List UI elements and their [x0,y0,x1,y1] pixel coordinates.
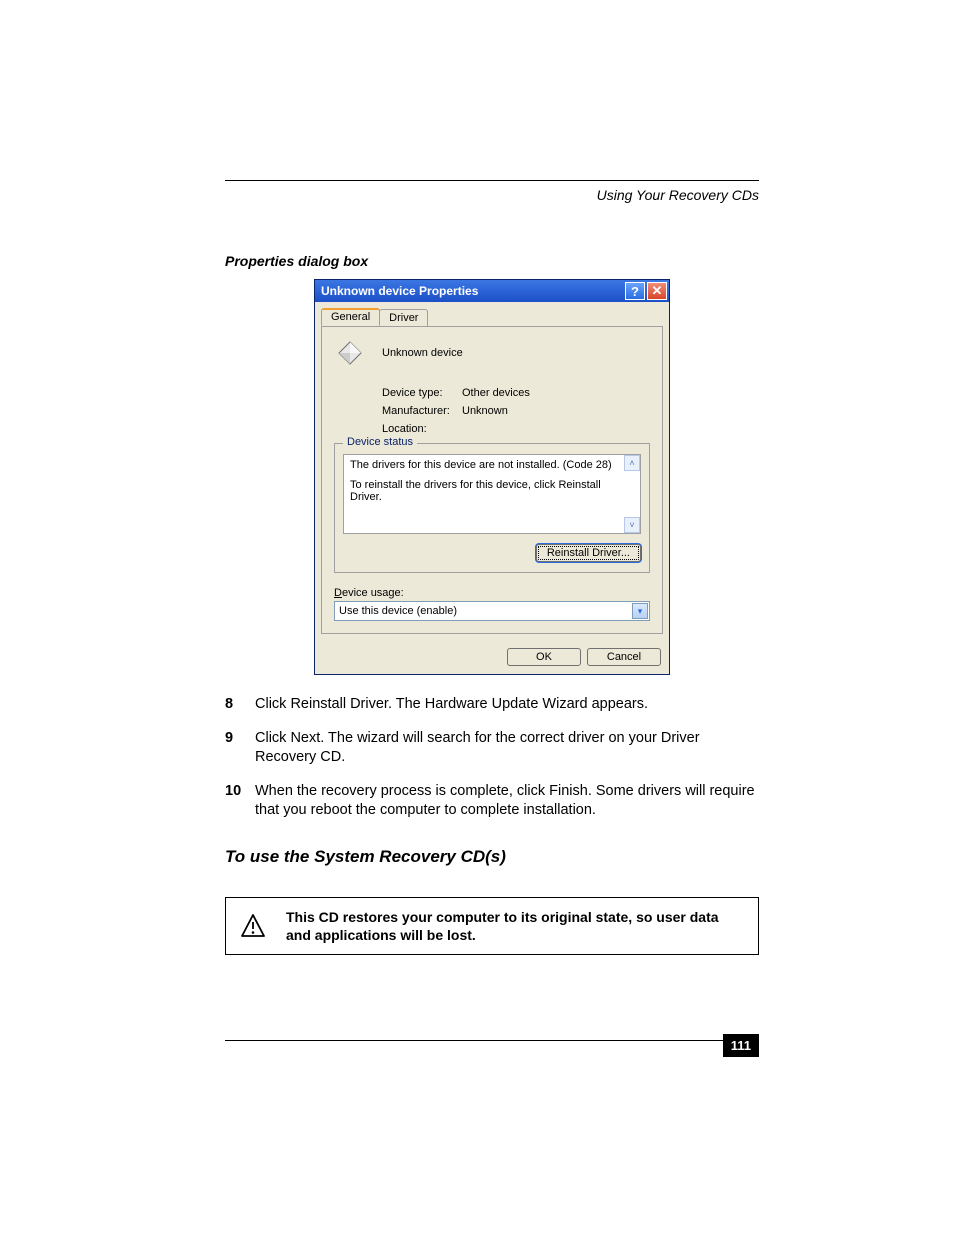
step-number: 8 [225,695,255,715]
tab-driver[interactable]: Driver [379,309,428,327]
ok-button[interactable]: OK [507,648,581,666]
properties-dialog: Unknown device Properties ? ✕ General Dr… [314,279,670,675]
scroll-down-icon[interactable]: ˅ [624,517,640,533]
manufacturer-label: Manufacturer: [382,405,462,417]
device-status-text: ˄ The drivers for this device are not in… [343,454,641,534]
cancel-button[interactable]: Cancel [587,648,661,666]
step-text: When the recovery process is complete, c… [255,782,759,821]
close-button[interactable]: ✕ [647,282,667,300]
device-type-value: Other devices [462,387,530,399]
device-usage-value: Use this device (enable) [339,605,457,617]
device-usage-label: Device usage: [334,587,650,599]
scroll-up-icon[interactable]: ˄ [624,455,640,471]
header-rule [225,180,759,181]
status-line-2: To reinstall the drivers for this device… [350,479,634,503]
step-10: 10 When the recovery process is complete… [225,782,759,821]
device-icon [334,337,366,369]
warning-box: This CD restores your computer to its or… [225,897,759,955]
step-number: 10 [225,782,255,821]
step-9: 9 Click Next. The wizard will search for… [225,729,759,768]
figure-caption: Properties dialog box [225,253,759,269]
status-line-1: The drivers for this device are not inst… [350,459,634,471]
device-usage-select[interactable]: Use this device (enable) ▾ [334,601,650,621]
tab-strip: General Driver [315,302,669,326]
dialog-title: Unknown device Properties [321,284,623,298]
page-number: 111 [723,1034,759,1057]
page-footer: 111 [225,1040,759,1045]
header-section: Using Your Recovery CDs [225,187,759,203]
step-8: 8 Click Reinstall Driver. The Hardware U… [225,695,759,715]
warning-text: This CD restores your computer to its or… [286,908,744,944]
device-status-fieldset: Device status ˄ The drivers for this dev… [334,443,650,573]
warning-icon [240,913,266,939]
tab-panel-general: Unknown device Device type: Other device… [321,326,663,634]
chevron-down-icon[interactable]: ▾ [632,603,648,619]
titlebar: Unknown device Properties ? ✕ [315,280,669,302]
step-text: Click Reinstall Driver. The Hardware Upd… [255,695,759,715]
manufacturer-value: Unknown [462,405,508,417]
help-button[interactable]: ? [625,282,645,300]
reinstall-driver-button[interactable]: Reinstall Driver... [536,544,641,562]
instruction-steps: 8 Click Reinstall Driver. The Hardware U… [225,695,759,821]
section-heading: To use the System Recovery CD(s) [225,847,759,867]
tab-general[interactable]: General [321,308,380,326]
device-type-label: Device type: [382,387,462,399]
device-name: Unknown device [382,347,463,359]
step-text: Click Next. The wizard will search for t… [255,729,759,768]
location-label: Location: [382,423,462,435]
step-number: 9 [225,729,255,768]
device-status-legend: Device status [343,436,417,448]
